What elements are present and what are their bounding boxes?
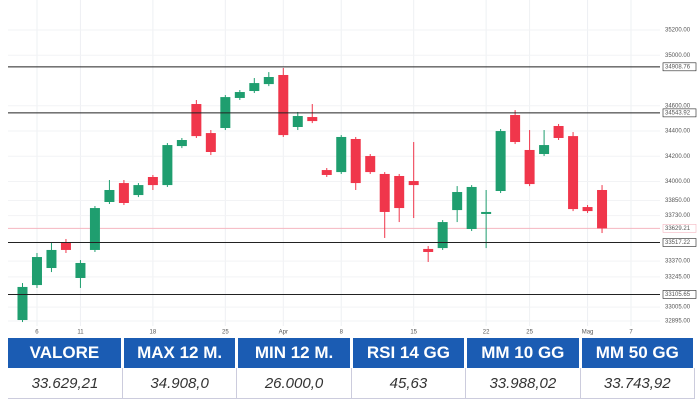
candle-body xyxy=(263,77,274,85)
candle-body xyxy=(568,136,579,210)
y-tick-label: 33245.00 xyxy=(665,274,691,280)
candle-body xyxy=(553,125,564,138)
candle-body xyxy=(104,189,115,202)
candle-body xyxy=(466,186,477,230)
y-tick-label: 34600.00 xyxy=(665,103,691,109)
candle-body xyxy=(307,117,318,122)
value-cell: 45,63 xyxy=(351,368,467,399)
level-label: 33517.22 xyxy=(665,240,691,246)
level-label: 33105.65 xyxy=(665,292,691,298)
candle-body xyxy=(524,149,535,185)
candle-body xyxy=(481,211,492,214)
header-cell: RSI 14 GG xyxy=(351,338,468,368)
candle-body xyxy=(495,131,506,192)
candle-body xyxy=(191,104,202,137)
candle-body xyxy=(89,208,100,250)
x-tick-label: 18 xyxy=(150,330,157,336)
x-tick-label: Mag xyxy=(582,330,594,336)
candle-body xyxy=(176,140,187,147)
candle-body xyxy=(162,145,173,186)
candle-body xyxy=(408,181,419,186)
candle-body xyxy=(234,92,245,98)
x-tick-label: 7 xyxy=(629,330,633,336)
candle-body xyxy=(292,116,303,128)
candle-body xyxy=(60,242,71,250)
x-tick-label: 25 xyxy=(526,330,533,336)
y-tick-label: 34000.00 xyxy=(665,179,691,185)
candle-body xyxy=(365,156,376,173)
last-price-label: 33629.21 xyxy=(665,226,691,232)
value-cell: 34.908,0 xyxy=(122,368,238,399)
candle-body xyxy=(321,170,332,175)
candle-body xyxy=(452,192,463,211)
x-tick-label: 6 xyxy=(35,330,39,336)
level-box xyxy=(662,238,697,247)
candle-body xyxy=(31,257,42,286)
candle-body xyxy=(17,286,28,321)
value-cell: 26.000,0 xyxy=(236,368,352,399)
level-box xyxy=(662,62,697,72)
y-tick-label: 33005.00 xyxy=(665,305,691,311)
candle-body xyxy=(133,185,144,196)
x-tick-label: 15 xyxy=(410,330,417,336)
y-tick-label: 35200.00 xyxy=(665,28,691,34)
header-cell: VALORE xyxy=(8,338,124,368)
candle-body xyxy=(249,83,260,92)
y-tick-label: 32895.00 xyxy=(665,319,691,325)
x-tick-label: 22 xyxy=(483,330,490,336)
candle-body xyxy=(379,173,390,212)
value-row: 33.629,21 34.908,0 26.000,0 45,63 33.988… xyxy=(8,368,696,399)
y-tick-label: 35000.00 xyxy=(665,53,691,59)
candle-body xyxy=(46,249,57,269)
x-tick-label: 11 xyxy=(77,330,84,336)
candle-body xyxy=(205,133,216,152)
header-cell: MM 50 GG xyxy=(580,338,697,368)
value-cell: 33.743,92 xyxy=(580,368,696,399)
candle-body xyxy=(539,145,550,155)
header-cell: MIN 12 M. xyxy=(236,338,353,368)
value-cell: 33.988,02 xyxy=(465,368,581,399)
candle-body xyxy=(336,136,347,173)
level-label: 34908.76 xyxy=(665,64,691,70)
candle-body xyxy=(437,222,448,249)
y-tick-label: 34400.00 xyxy=(665,129,691,135)
candle-body xyxy=(147,176,158,186)
header-cell: MAX 12 M. xyxy=(122,338,239,368)
candle-body xyxy=(278,74,289,136)
header-cell: MM 10 GG xyxy=(465,338,582,368)
y-tick-label: 33730.00 xyxy=(665,213,691,219)
y-tick-label: 33370.00 xyxy=(665,259,691,265)
x-tick-label: 8 xyxy=(340,330,344,336)
candle-body xyxy=(582,207,593,212)
value-cell: 33.629,21 xyxy=(8,368,123,399)
y-tick-label: 34200.00 xyxy=(665,154,691,160)
candle-body xyxy=(75,262,86,278)
candle-body xyxy=(423,248,434,252)
level-box xyxy=(662,108,697,118)
x-tick-label: Apr xyxy=(279,330,288,336)
level-label: 34543.92 xyxy=(665,110,691,116)
stats-table: VALORE MAX 12 M. MIN 12 M. RSI 14 GG MM … xyxy=(8,338,697,399)
candle-body xyxy=(118,183,129,203)
candle-body xyxy=(394,175,405,209)
last-price-box xyxy=(662,224,697,233)
level-box xyxy=(662,290,697,299)
candle-body xyxy=(350,138,361,184)
candle-body xyxy=(510,115,521,143)
y-tick-label: 33850.00 xyxy=(665,198,691,204)
header-row: VALORE MAX 12 M. MIN 12 M. RSI 14 GG MM … xyxy=(8,338,697,368)
candle-body xyxy=(597,189,608,229)
x-tick-label: 25 xyxy=(222,330,229,336)
chart: 6 11 18 25 Apr 8 15 22 25 Mag 7 35200.00 35000.00 346… xyxy=(8,0,697,336)
